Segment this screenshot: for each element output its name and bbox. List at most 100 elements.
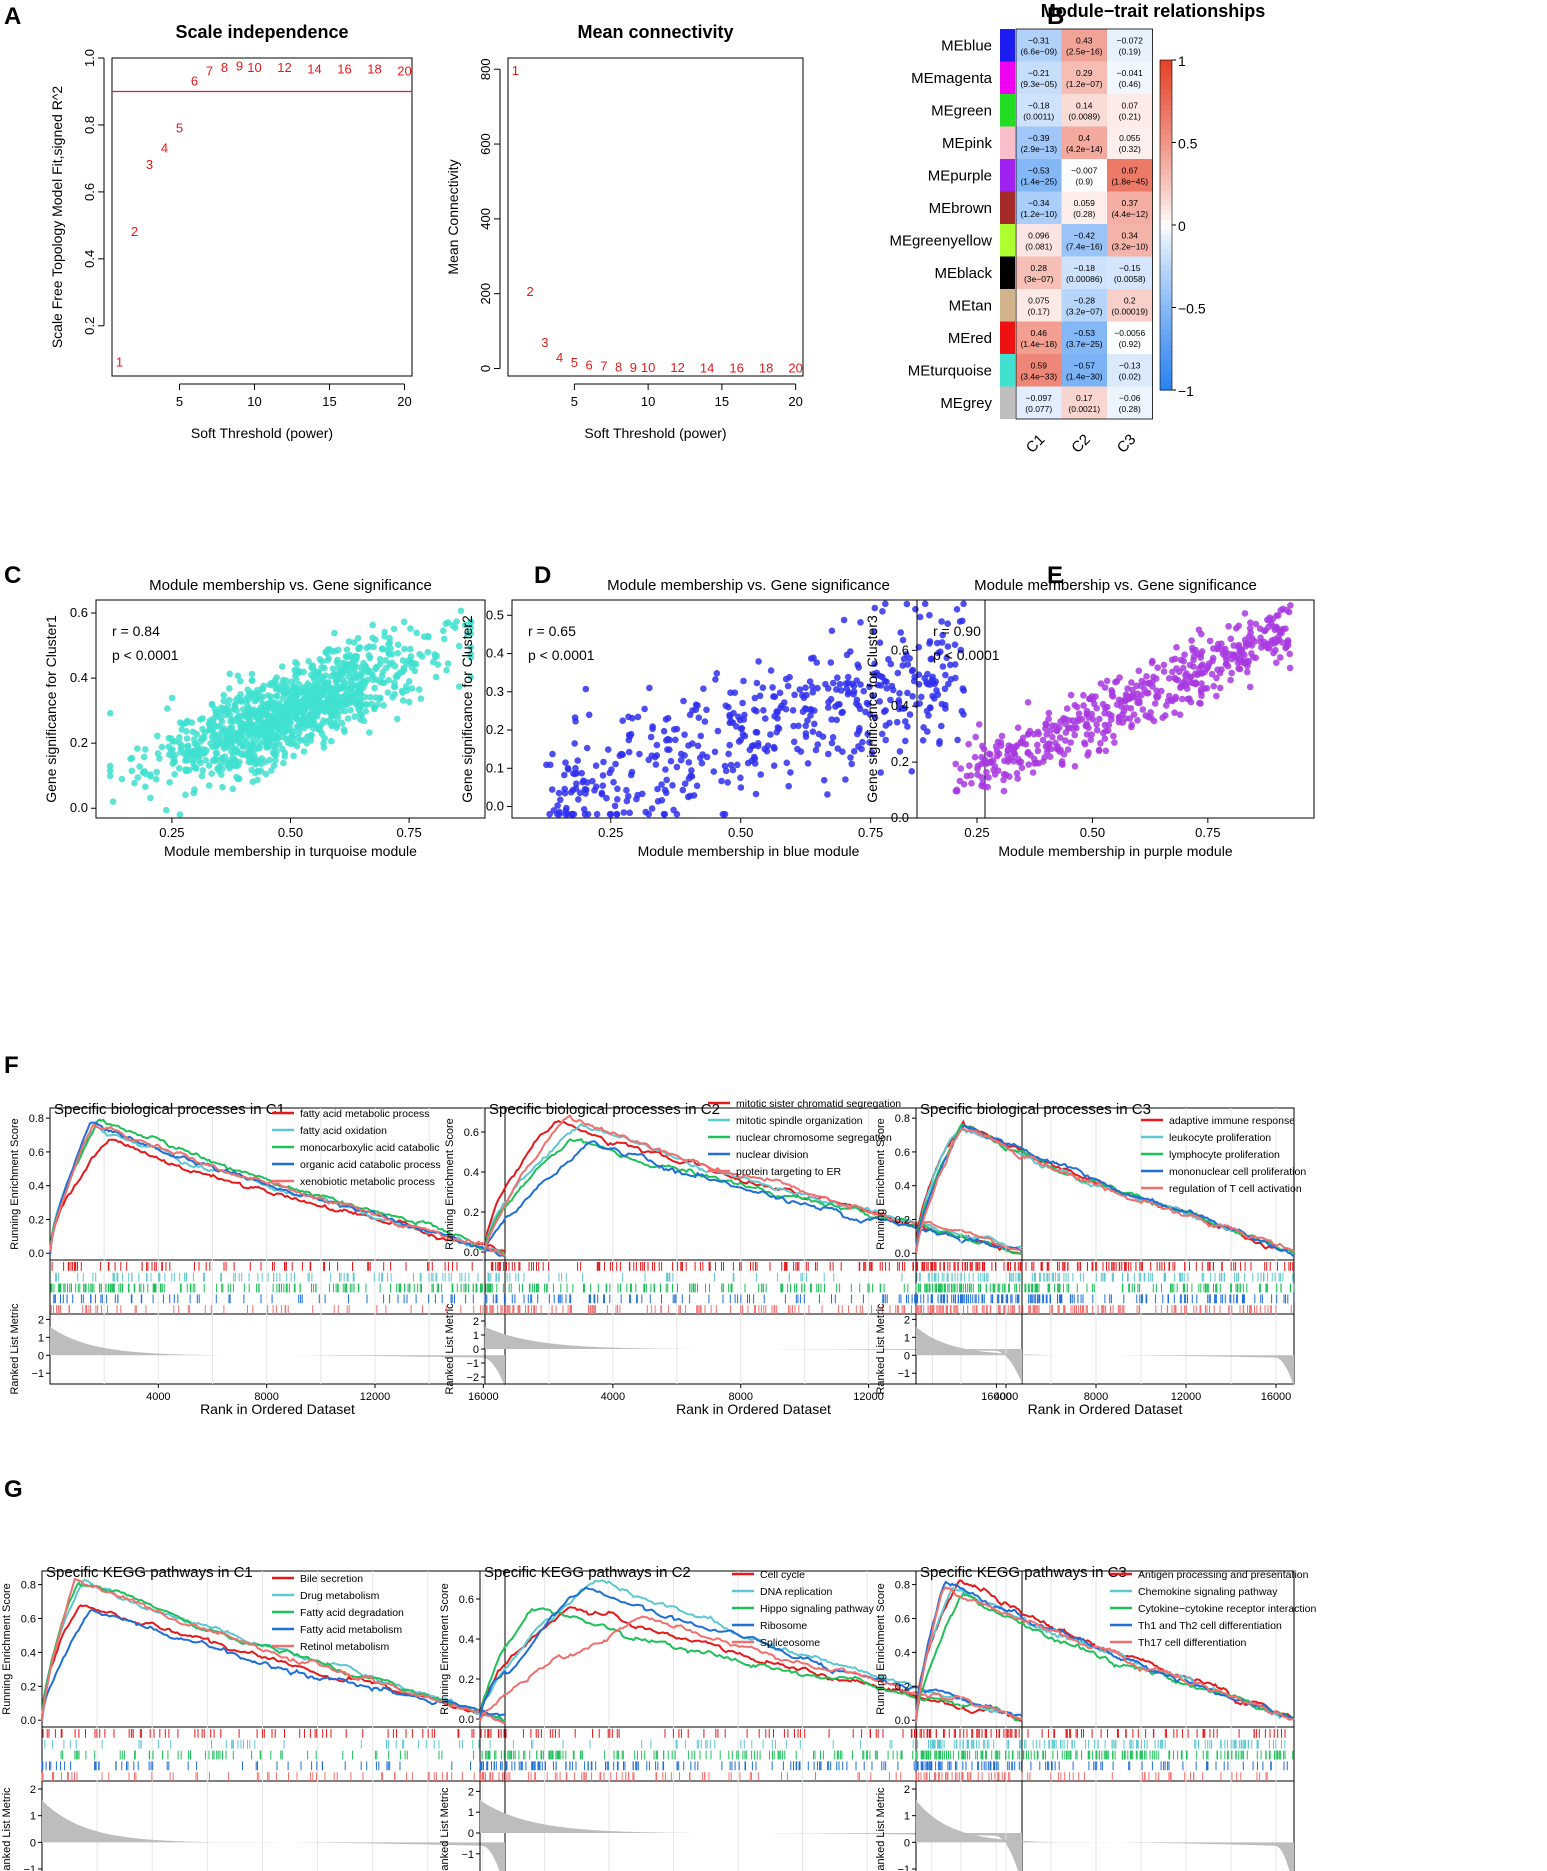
y-tick-label: 0.5: [486, 607, 504, 622]
heatmap-cell-pvalue: (7.4e−16): [1066, 241, 1103, 251]
scatter-point: [1088, 731, 1095, 738]
scatter-point: [583, 744, 591, 752]
scatter-point: [652, 761, 660, 768]
scatter-point: [1198, 680, 1205, 687]
scatter-point: [199, 767, 207, 774]
panel-label-d: D: [534, 562, 551, 589]
data-point-label: 14: [307, 62, 321, 77]
scatter-point: [166, 779, 173, 786]
scatter-point: [730, 709, 737, 717]
scatter-point: [280, 676, 287, 684]
scatter-point: [941, 685, 949, 693]
scatter-point: [1275, 636, 1283, 643]
scatter-point: [355, 645, 363, 652]
heatmap-cell: [1061, 29, 1107, 62]
y-tick-label: 1: [473, 1330, 479, 1342]
scatter-point: [887, 660, 895, 668]
y-tick-label: 400: [478, 208, 493, 230]
scatter-point: [1245, 633, 1253, 640]
colorbar-segment: [1160, 240, 1172, 246]
scatter-point: [269, 749, 277, 756]
heatmap-cell-pvalue: (2.5e−16): [1066, 46, 1103, 56]
colorbar-segment: [1160, 125, 1172, 131]
y-tick-label: 0.0: [895, 1248, 910, 1260]
heatmap-cell: [1061, 256, 1107, 289]
scatter-point: [1169, 668, 1176, 676]
scatter-point: [739, 731, 747, 738]
scatter-point: [820, 776, 828, 784]
scatter-point: [902, 718, 909, 725]
module-row-label: MEtan: [949, 297, 992, 314]
scatter-point: [156, 755, 163, 762]
scatter-point: [1242, 642, 1250, 650]
heatmap-cell-value: 0.2: [1124, 295, 1136, 305]
data-point-label: 9: [236, 58, 243, 73]
scatter-point: [190, 747, 198, 755]
scatter-point: [350, 639, 358, 646]
scatter-point: [850, 748, 858, 755]
scatter-point: [957, 646, 965, 654]
y-tick-label: 0.4: [891, 698, 909, 713]
scatter-point: [237, 677, 244, 685]
scatter-point: [915, 643, 923, 651]
scatter-point: [315, 725, 322, 733]
scatter-point: [406, 657, 414, 665]
scatter-point: [855, 664, 862, 671]
colorbar-segment: [1160, 370, 1172, 376]
scatter-point: [254, 686, 261, 694]
scatter-point: [142, 783, 149, 791]
scatter-point: [1216, 669, 1224, 677]
scatter-point: [1195, 626, 1203, 634]
colorbar-segment: [1160, 285, 1172, 291]
scatter-point: [1248, 642, 1256, 649]
colorbar-tick-label: −0.5: [1178, 301, 1206, 317]
legend-label: nuclear chromosome segregation: [736, 1132, 892, 1144]
scatter-point: [1222, 660, 1230, 668]
colorbar-segment: [1160, 90, 1172, 96]
data-point-label: 10: [641, 360, 655, 375]
scatter-point: [357, 690, 365, 697]
legend-label: Cell cycle: [760, 1569, 805, 1581]
heatmap-frame: [1015, 28, 1153, 420]
y-tick-label: −1: [897, 1368, 910, 1380]
scatter-point: [376, 695, 384, 703]
scatter-point: [741, 711, 748, 719]
scatter-point: [685, 759, 693, 766]
data-point-label: 2: [527, 284, 534, 299]
scatter-point: [280, 689, 288, 697]
scatter-point: [774, 715, 781, 722]
scatter-point: [960, 687, 967, 694]
heatmap-cell-value: −0.18: [1073, 263, 1095, 273]
scatter-point: [824, 791, 831, 798]
scatter-point: [809, 683, 816, 691]
heatmap-cell-pvalue: (9.3e−05): [1020, 79, 1057, 89]
scatter-point: [238, 698, 245, 705]
data-point-label: 6: [191, 73, 198, 88]
scatter-point: [214, 738, 222, 746]
scatter-point: [673, 763, 681, 771]
scatter-point: [183, 728, 190, 735]
scatter-point: [929, 692, 936, 700]
y-axis-label: Scale Free Topology Model Fit,signed R^2: [49, 86, 65, 349]
scatter-point: [600, 758, 607, 766]
heatmap-cell: [1107, 289, 1153, 322]
scatter-point: [350, 694, 358, 702]
scatter-point: [694, 742, 702, 750]
scatter-point: [729, 766, 737, 774]
scatter-point: [390, 625, 398, 633]
module-row-label: MEgreenyellow: [889, 232, 992, 249]
data-point-label: 1: [512, 63, 519, 78]
scatter-point: [664, 714, 672, 722]
scatter-point: [1226, 650, 1233, 658]
scatter-point: [1096, 715, 1103, 723]
y-tick-label: −1: [23, 1864, 36, 1871]
scatter-point: [280, 759, 287, 767]
scatter-point: [904, 661, 912, 668]
scatter-point: [182, 791, 189, 799]
legend-label: protein targeting to ER: [736, 1166, 841, 1178]
scatter-point: [757, 771, 764, 778]
scatter-point: [1171, 709, 1178, 716]
scatter-point: [784, 682, 792, 690]
scatter-point: [660, 810, 668, 818]
heatmap-cell-value: −0.097: [1026, 393, 1053, 403]
